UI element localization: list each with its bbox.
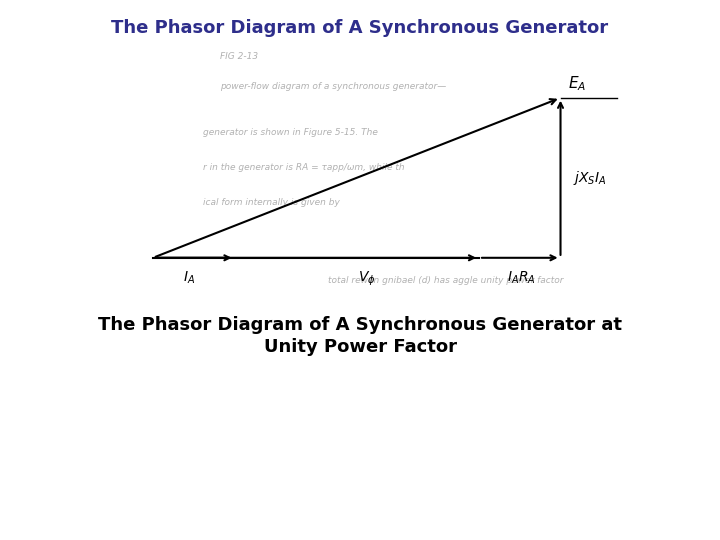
Text: total rewon gnibael (d) has aggle unity power factor: total rewon gnibael (d) has aggle unity … — [328, 276, 563, 285]
Text: The Phasor Diagram of A Synchronous Generator at: The Phasor Diagram of A Synchronous Gene… — [98, 316, 622, 334]
Text: generator is shown in Figure 5-15. The: generator is shown in Figure 5-15. The — [204, 128, 378, 137]
Text: The Phasor Diagram of A Synchronous Generator: The Phasor Diagram of A Synchronous Gene… — [112, 19, 608, 37]
Text: $E_A$: $E_A$ — [567, 74, 586, 93]
Text: $V_\phi$: $V_\phi$ — [358, 270, 376, 288]
Text: $I_A R_A$: $I_A R_A$ — [508, 270, 536, 286]
Text: Unity Power Factor: Unity Power Factor — [264, 338, 456, 355]
Text: r in the generator is RA = τapp/ωm, while th: r in the generator is RA = τapp/ωm, whil… — [204, 163, 405, 172]
Text: $I_A$: $I_A$ — [183, 270, 194, 286]
Text: ical form internally is given by: ical form internally is given by — [204, 198, 341, 207]
Text: $jX_S I_A$: $jX_S I_A$ — [572, 169, 606, 187]
Text: power-flow diagram of a synchronous generator—: power-flow diagram of a synchronous gene… — [220, 82, 446, 91]
Text: FIG 2-13: FIG 2-13 — [220, 52, 258, 61]
